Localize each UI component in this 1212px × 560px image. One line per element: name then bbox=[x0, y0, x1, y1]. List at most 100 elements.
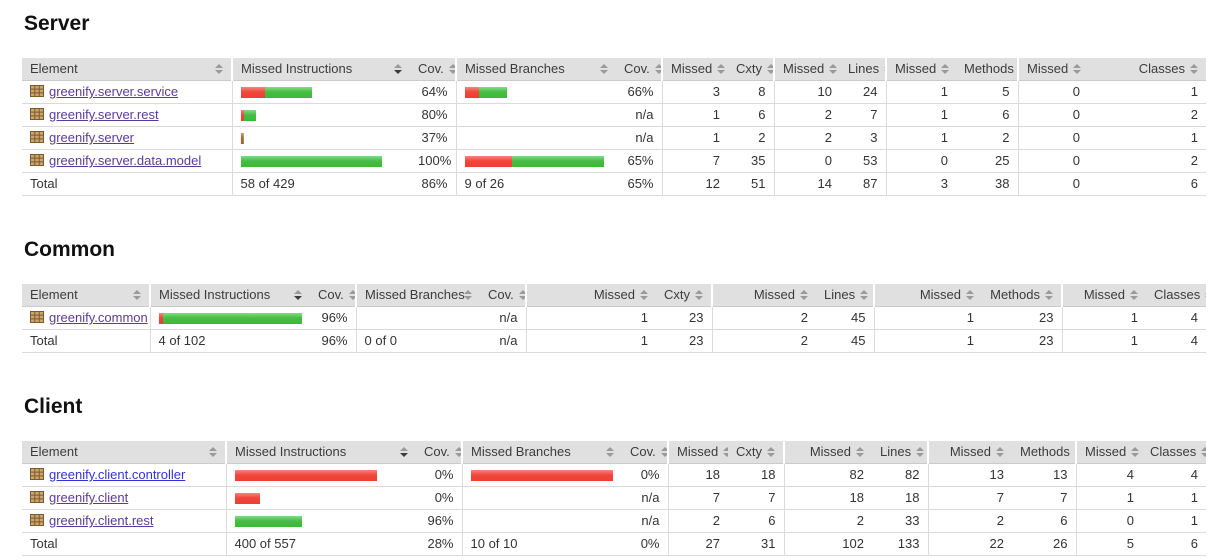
col-header-missed-9[interactable]: Missed bbox=[885, 58, 956, 81]
missed-cxty-cell: 1 bbox=[661, 103, 728, 127]
section-title-common: Common bbox=[24, 238, 115, 261]
sort-icon bbox=[717, 63, 726, 74]
missed-branches-bar-cell bbox=[461, 509, 622, 533]
sort-icon bbox=[600, 64, 608, 74]
package-link[interactable]: greenify.common bbox=[49, 310, 148, 325]
total-branch-coverage-cell: 0% bbox=[622, 532, 668, 556]
col-header-missed-branches-3[interactable]: Missed Branches bbox=[461, 441, 622, 464]
missed-lines-cell: 2 bbox=[711, 306, 816, 330]
col-header-cov-2[interactable]: Cov. bbox=[410, 58, 456, 81]
col-header-label: Cxty bbox=[664, 287, 690, 302]
col-header-missed-7[interactable]: Missed bbox=[783, 441, 872, 464]
sort-icon bbox=[1201, 446, 1206, 457]
total-instruction-coverage-cell: 96% bbox=[310, 329, 356, 353]
instruction-coverage-cell: 96% bbox=[310, 306, 356, 330]
coverage-bar bbox=[240, 86, 403, 98]
col-header-missed-instructions-1[interactable]: Missed Instructions bbox=[149, 284, 310, 307]
col-header-missed-7[interactable]: Missed bbox=[711, 284, 816, 307]
client-coverage-table: Element Missed Instructions Cov. Missed Bra… bbox=[22, 441, 1206, 556]
lines-cell: 24 bbox=[840, 80, 886, 104]
col-header-label: Missed bbox=[1027, 61, 1069, 76]
col-header-missed-11[interactable]: Missed bbox=[1017, 58, 1088, 81]
total-missed-lines-cell: 14 bbox=[773, 172, 840, 196]
col-header-missed-9[interactable]: Missed bbox=[873, 284, 982, 307]
missed-classes-cell: 0 bbox=[1017, 80, 1088, 104]
col-header-label: Missed bbox=[593, 287, 635, 302]
sort-icon bbox=[1205, 289, 1206, 300]
sort-icon bbox=[800, 289, 808, 300]
package-link[interactable]: greenify.server.rest bbox=[49, 107, 159, 122]
total-label-cell: Total bbox=[22, 532, 226, 556]
total-missed-cxty-cell: 27 bbox=[667, 532, 728, 556]
cxty-cell: 6 bbox=[728, 103, 774, 127]
missed-classes-cell: 4 bbox=[1075, 463, 1142, 487]
col-header-cxty-6[interactable]: Cxty bbox=[656, 284, 712, 307]
col-header-label: Cxty bbox=[736, 444, 762, 459]
col-header-cxty-6[interactable]: Cxty bbox=[728, 58, 774, 81]
lines-cell: 18 bbox=[872, 486, 928, 510]
lines-cell: 53 bbox=[840, 149, 886, 173]
col-header-missed-instructions-1[interactable]: Missed Instructions bbox=[225, 441, 416, 464]
total-lines-cell: 133 bbox=[872, 532, 928, 556]
col-header-label: Lines bbox=[848, 61, 880, 76]
missed-cxty-cell: 3 bbox=[661, 80, 728, 104]
package-link[interactable]: greenify.server.data.model bbox=[49, 153, 202, 168]
col-header-methods-10[interactable]: Methods bbox=[1012, 441, 1076, 464]
col-header-cov-2[interactable]: Cov. bbox=[416, 441, 462, 464]
package-link[interactable]: greenify.client.rest bbox=[49, 513, 154, 528]
col-header-methods-10[interactable]: Methods bbox=[982, 284, 1062, 307]
col-header-methods-10[interactable]: Methods bbox=[956, 58, 1018, 81]
package-icon bbox=[30, 153, 44, 167]
sort-icon bbox=[767, 446, 775, 457]
col-header-missed-5[interactable]: Missed bbox=[661, 58, 728, 81]
col-header-missed-11[interactable]: Missed bbox=[1061, 284, 1146, 307]
col-header-lines-8[interactable]: Lines bbox=[872, 441, 928, 464]
col-header-lines-8[interactable]: Lines bbox=[816, 284, 874, 307]
col-header-missed-5[interactable]: Missed bbox=[525, 284, 656, 307]
col-header-label: Cxty bbox=[736, 61, 762, 76]
sort-icon bbox=[348, 289, 356, 300]
sort-icon bbox=[518, 289, 526, 300]
col-header-classes-12[interactable]: Classes bbox=[1088, 58, 1206, 81]
col-header-missed-5[interactable]: Missed bbox=[667, 441, 728, 464]
col-header-classes-12[interactable]: Classes bbox=[1142, 441, 1206, 464]
col-header-missed-branches-3[interactable]: Missed Branches bbox=[455, 58, 616, 81]
col-header-element-0[interactable]: Element bbox=[22, 441, 226, 464]
col-header-cxty-6[interactable]: Cxty bbox=[728, 441, 784, 464]
col-header-missed-7[interactable]: Missed bbox=[773, 58, 840, 81]
package-link[interactable]: greenify.server bbox=[49, 130, 135, 145]
col-header-element-0[interactable]: Element bbox=[22, 284, 150, 307]
package-row: greenify.common 96% n/a 1 23 2 45 1 23 1 4 bbox=[22, 306, 1206, 330]
col-header-cov-4[interactable]: Cov. bbox=[480, 284, 526, 307]
coverage-bar bbox=[240, 132, 403, 144]
missed-instructions-bar-cell bbox=[225, 486, 416, 510]
missed-lines-cell: 0 bbox=[773, 149, 840, 173]
branch-coverage-cell: 65% bbox=[616, 149, 662, 173]
col-header-cov-4[interactable]: Cov. bbox=[622, 441, 668, 464]
classes-cell: 1 bbox=[1142, 509, 1206, 533]
client-section: Client Element Missed Instructions Cov. Mis… bbox=[22, 395, 1208, 556]
col-header-missed-11[interactable]: Missed bbox=[1075, 441, 1142, 464]
sort-icon bbox=[1073, 63, 1082, 74]
col-header-element-0[interactable]: Element bbox=[22, 58, 232, 81]
package-row: greenify.client.rest 96% n/a 2 6 2 33 2 6 0 1 bbox=[22, 509, 1206, 533]
col-header-cov-4[interactable]: Cov. bbox=[616, 58, 662, 81]
package-link[interactable]: greenify.client bbox=[49, 490, 129, 505]
col-header-cov-2[interactable]: Cov. bbox=[310, 284, 356, 307]
total-branch-coverage-cell: n/a bbox=[480, 329, 526, 353]
package-link[interactable]: greenify.client.controller bbox=[49, 467, 186, 482]
branch-coverage-cell: n/a bbox=[622, 486, 668, 510]
package-link[interactable]: greenify.server.service bbox=[49, 84, 179, 99]
lines-cell: 33 bbox=[872, 509, 928, 533]
col-header-lines-8[interactable]: Lines bbox=[840, 58, 886, 81]
col-header-missed-9[interactable]: Missed bbox=[927, 441, 1012, 464]
package-row: greenify.server.rest 80% n/a 1 6 2 7 1 6 0 2 bbox=[22, 103, 1206, 127]
col-header-label: Missed bbox=[895, 61, 937, 76]
missed-instructions-bar-cell bbox=[231, 149, 410, 173]
col-header-label: Element bbox=[30, 287, 78, 302]
col-header-missed-instructions-1[interactable]: Missed Instructions bbox=[231, 58, 410, 81]
missed-methods-cell: 1 bbox=[885, 103, 956, 127]
col-header-missed-branches-3[interactable]: Missed Branches bbox=[355, 284, 480, 307]
col-header-classes-12[interactable]: Classes bbox=[1146, 284, 1206, 307]
